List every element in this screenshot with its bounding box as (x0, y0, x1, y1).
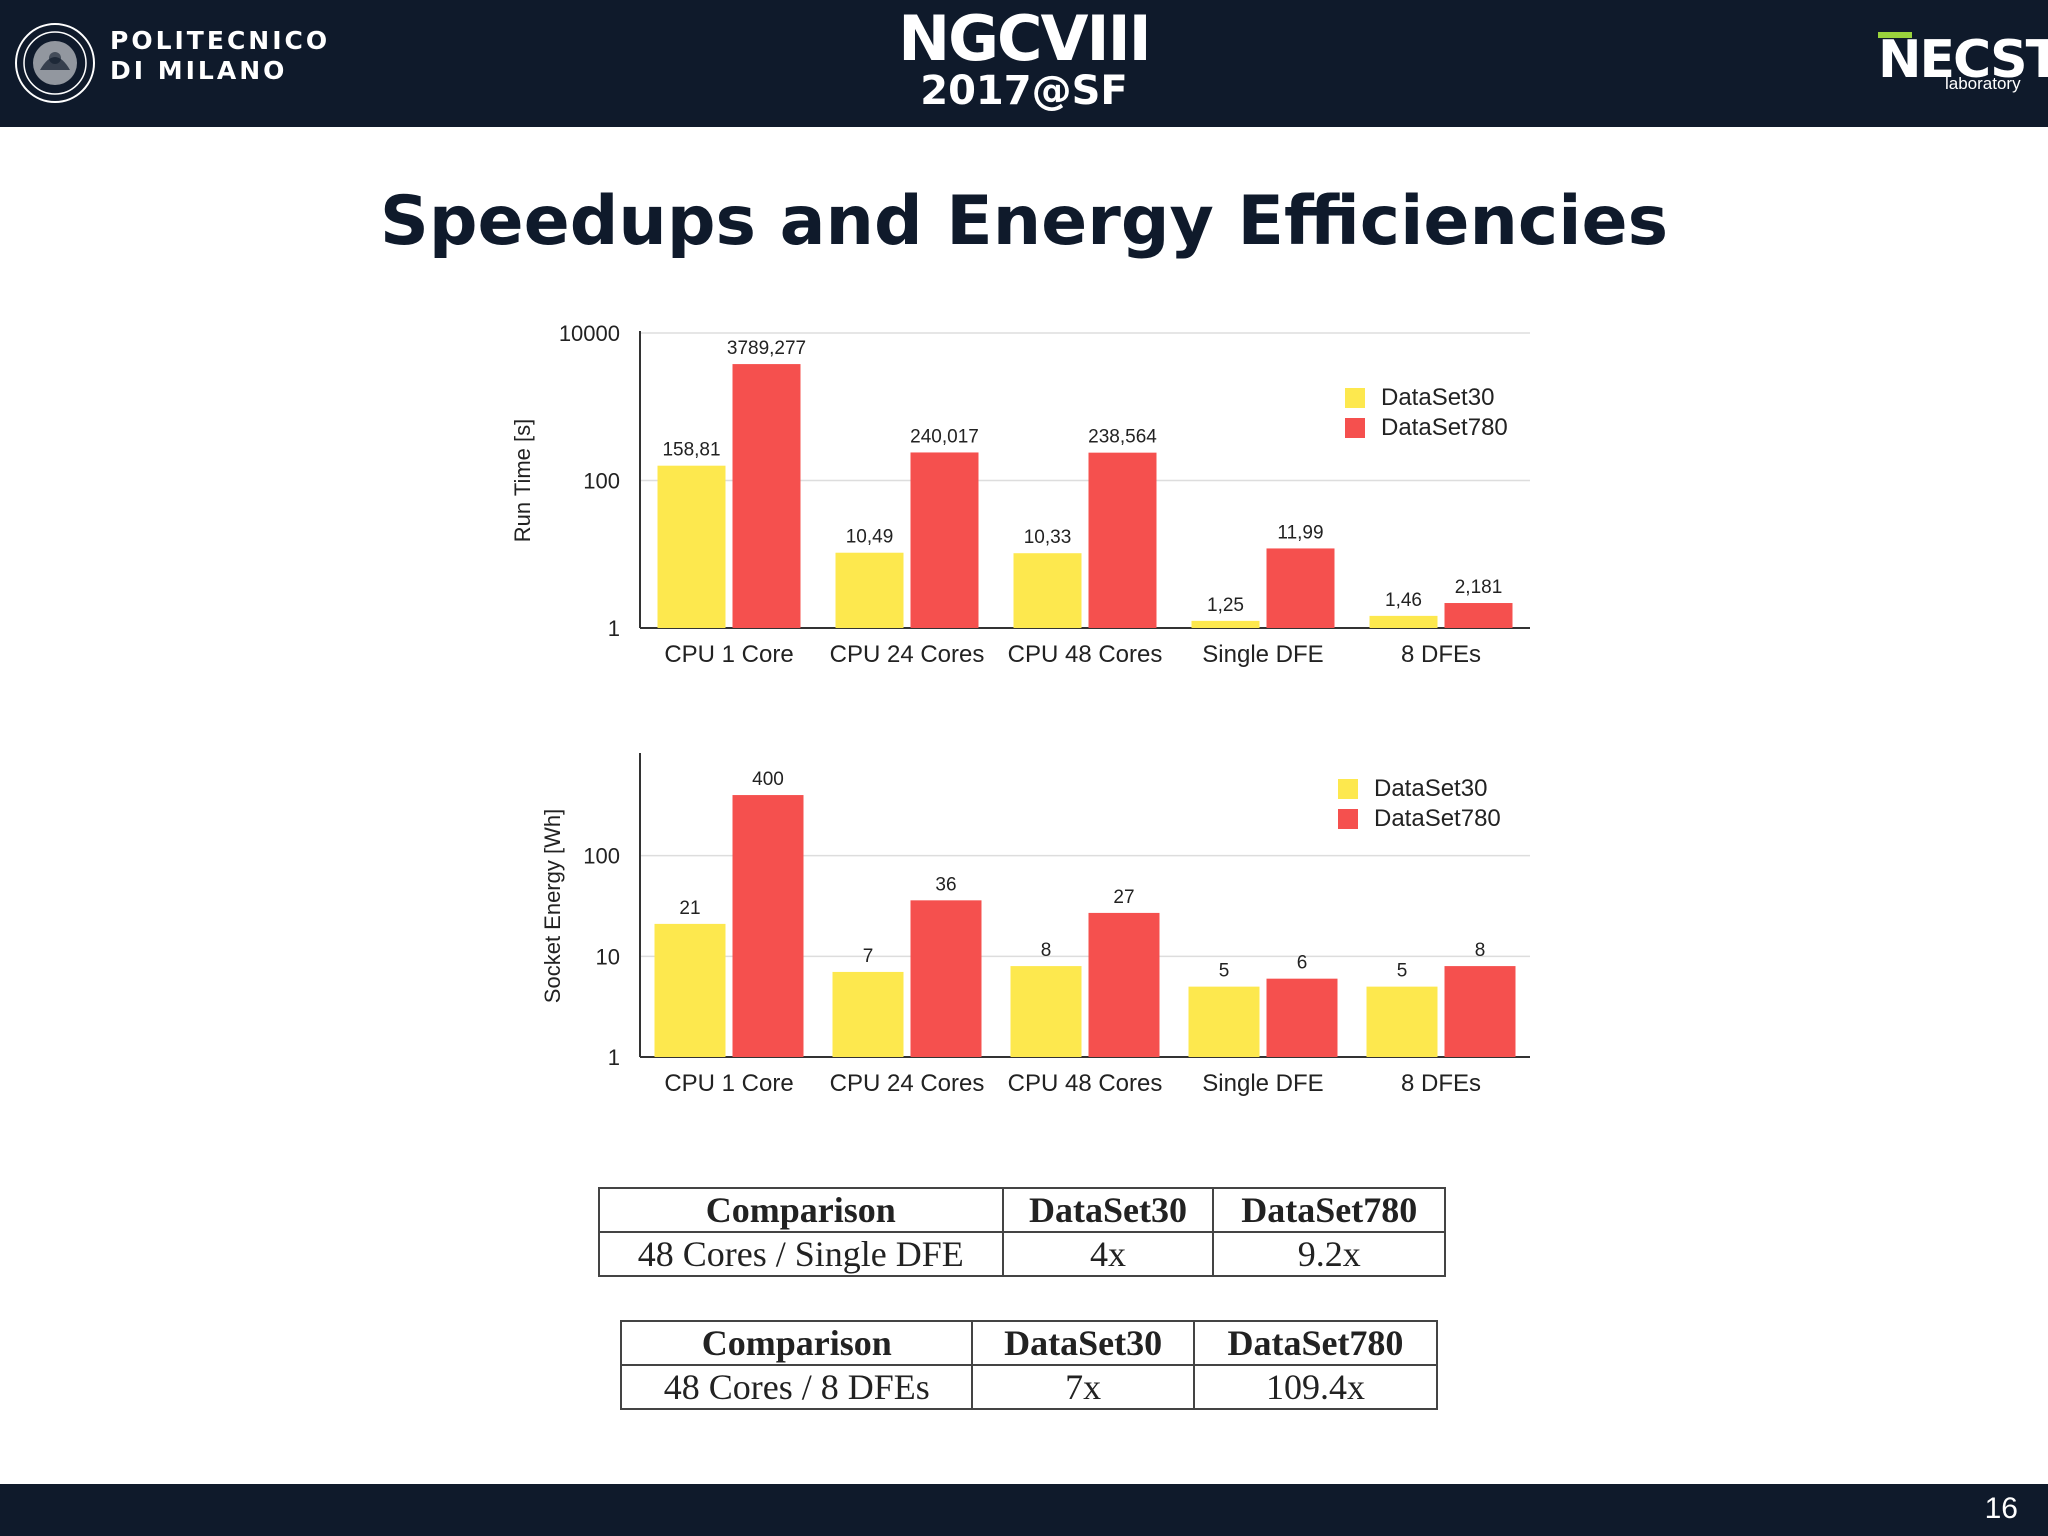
bar (732, 364, 801, 628)
x-tick-label: CPU 24 Cores (830, 641, 985, 668)
table-header-cell: Comparison (598, 1187, 1004, 1233)
x-tick-label: CPU 1 Core (664, 641, 793, 668)
y-tick-label: 1 (608, 1045, 620, 1070)
energy-chart: 1 10 100 Socket Energy [Wh] 21 400 CPU 1 Core 7… (540, 753, 1530, 1097)
bar (1088, 452, 1157, 628)
politecnico-seal-logo (15, 23, 95, 103)
table-cell: 48 Cores / 8 DFEs (619, 1364, 974, 1410)
data-label: 11,99 (1277, 522, 1323, 543)
bar (657, 465, 726, 628)
necst-logo: NECST laboratory (1878, 30, 2048, 100)
table-cell: 4x (1001, 1231, 1215, 1277)
table-cell: 109.4x (1192, 1364, 1439, 1410)
table-header-cell: Comparison (619, 1320, 974, 1366)
x-tick-label: CPU 1 Core (664, 1070, 793, 1097)
legend-label: DataSet780 (1374, 805, 1501, 832)
comparison-table-single-dfe: Comparison DataSet30 DataSet780 48 Cores… (598, 1187, 1446, 1277)
conference-year: 2017@SF (920, 68, 1128, 114)
institution-name-line2: DI MILANO (110, 56, 288, 85)
x-tick-label: CPU 48 Cores (1008, 641, 1163, 668)
table-header-cell: DataSet30 (1001, 1187, 1215, 1233)
bar (1369, 615, 1438, 628)
comparison-table-8-dfes: Comparison DataSet30 DataSet780 48 Cores… (619, 1320, 1439, 1410)
bar (1266, 978, 1338, 1057)
bar (1188, 986, 1260, 1057)
x-tick-label: 8 DFEs (1401, 1070, 1481, 1097)
bar (1191, 620, 1260, 628)
y-tick-label: 10000 (559, 321, 620, 346)
bar (832, 971, 904, 1057)
necst-logo-text: NECST (1878, 30, 2048, 90)
slide-title: Speedups and Energy Efficiencies (379, 182, 1669, 261)
x-tick-label: CPU 24 Cores (830, 1070, 985, 1097)
y-tick-label: 100 (583, 844, 620, 869)
table-row: 48 Cores / Single DFE 4x 9.2x (598, 1231, 1446, 1277)
necst-logo-bar (1878, 32, 1912, 38)
data-label: 10,49 (846, 527, 894, 548)
table-header-cell: DataSet30 (971, 1320, 1195, 1366)
table-header-row: Comparison DataSet30 DataSet780 (598, 1187, 1446, 1233)
data-label: 5 (1397, 961, 1408, 982)
legend-swatch (1345, 388, 1365, 408)
data-label: 3789,277 (727, 338, 806, 359)
legend-swatch (1345, 418, 1365, 438)
table-cell: 7x (971, 1364, 1195, 1410)
legend-label: DataSet30 (1381, 384, 1494, 411)
bar (732, 795, 804, 1057)
slide-header: POLITECNICO DI MILANO NGCVIII 2017@SF NE… (0, 0, 2048, 127)
x-tick-label: CPU 48 Cores (1008, 1070, 1163, 1097)
bar (910, 452, 979, 628)
data-label: 36 (935, 874, 956, 895)
data-label: 2,181 (1455, 577, 1503, 598)
data-label: 6 (1297, 953, 1308, 974)
x-tick-label: Single DFE (1202, 1070, 1323, 1097)
y-axis-label: Socket Energy [Wh] (540, 809, 565, 1003)
data-label: 240,017 (910, 426, 979, 447)
data-label: 5 (1219, 961, 1230, 982)
y-tick-label: 1 (608, 616, 620, 641)
legend-label: DataSet30 (1374, 775, 1487, 802)
x-tick-label: 8 DFEs (1401, 641, 1481, 668)
bar (910, 900, 982, 1057)
data-label: 158,81 (662, 440, 720, 461)
bar (1444, 603, 1513, 628)
legend-swatch (1338, 779, 1358, 799)
y-tick-label: 100 (583, 469, 620, 494)
runtime-chart: 1 100 10000 Run Time [s] 158,81 3789,277 CPU 1… (510, 321, 1530, 668)
legend-swatch (1338, 809, 1358, 829)
bar (1013, 553, 1082, 628)
bar (654, 923, 726, 1057)
bar (1010, 966, 1082, 1057)
table-header-cell: DataSet780 (1192, 1320, 1439, 1366)
legend-label: DataSet780 (1381, 414, 1508, 441)
bar (1366, 986, 1438, 1057)
data-label: 27 (1113, 887, 1134, 908)
bar (835, 552, 904, 628)
data-label: 400 (752, 769, 784, 790)
data-label: 1,46 (1385, 590, 1422, 611)
bar (1088, 912, 1160, 1057)
y-axis-label: Run Time [s] (510, 419, 535, 542)
bar (1266, 548, 1335, 628)
table-cell: 48 Cores / Single DFE (598, 1231, 1004, 1277)
institution-name-line1: POLITECNICO (110, 26, 331, 55)
x-tick-label: Single DFE (1202, 641, 1323, 668)
bar (1444, 966, 1516, 1057)
page-number: 16 (1984, 1492, 2018, 1525)
y-tick-label: 10 (596, 944, 620, 969)
data-label: 10,33 (1024, 527, 1072, 548)
data-label: 238,564 (1088, 427, 1157, 448)
data-label: 21 (679, 898, 700, 919)
table-row: 48 Cores / 8 DFEs 7x 109.4x (619, 1364, 1439, 1410)
conference-name: NGCVIII (898, 2, 1151, 75)
data-label: 8 (1475, 940, 1486, 961)
table-cell: 9.2x (1212, 1231, 1446, 1277)
table-header-cell: DataSet780 (1212, 1187, 1446, 1233)
slide-footer: 16 (0, 1484, 2048, 1536)
data-label: 1,25 (1207, 595, 1244, 616)
data-label: 7 (863, 946, 874, 967)
table-header-row: Comparison DataSet30 DataSet780 (619, 1320, 1439, 1366)
data-label: 8 (1041, 940, 1052, 961)
necst-logo-subtitle: laboratory (1945, 74, 2021, 93)
